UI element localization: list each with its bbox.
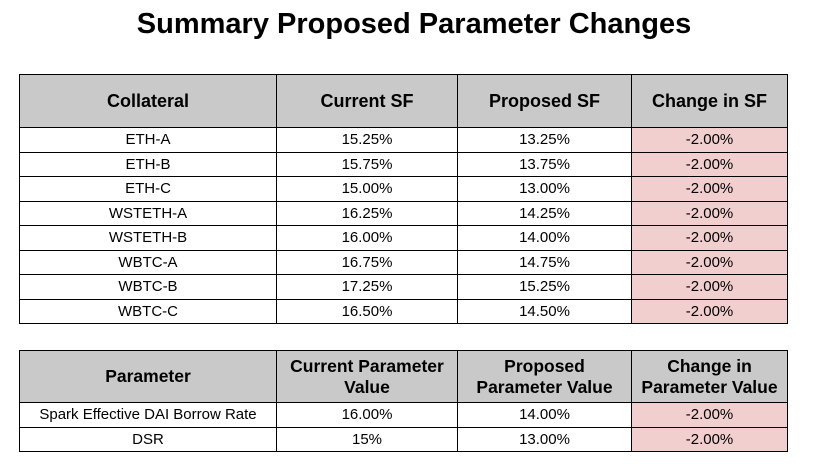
- parameter-table: Parameter Current Parameter Value Proposed…: [19, 350, 788, 452]
- header-cell: Current SF: [276, 74, 458, 128]
- cell: 15.25%: [276, 127, 458, 153]
- cell: 15.00%: [276, 176, 458, 202]
- cell: 14.25%: [457, 200, 632, 226]
- cell: 16.75%: [276, 249, 458, 275]
- cell: 14.00%: [457, 402, 632, 428]
- cell: 16.50%: [276, 298, 458, 324]
- cell: WBTC-C: [19, 298, 277, 324]
- cell: WBTC-A: [19, 249, 277, 275]
- cell: WSTETH-A: [19, 200, 277, 226]
- cell: -2.00%: [631, 402, 788, 428]
- cell: 15%: [276, 426, 458, 452]
- header-row: Collateral Current SF Proposed SF Change in…: [19, 74, 788, 128]
- cell: -2.00%: [631, 200, 788, 226]
- cell: Spark Effective DAI Borrow Rate: [19, 402, 277, 428]
- cell: 17.25%: [276, 274, 458, 300]
- cell: 16.25%: [276, 200, 458, 226]
- cell: WBTC-B: [19, 274, 277, 300]
- data-row: Spark Effective DAI Borrow Rate 16.00% 14.…: [19, 402, 788, 428]
- header-cell: Change in SF: [631, 74, 788, 128]
- cell: 14.50%: [457, 298, 632, 324]
- cell: -2.00%: [631, 249, 788, 275]
- header-cell: Collateral: [19, 74, 277, 128]
- data-row: ETH-B 15.75% 13.75% -2.00%: [19, 151, 788, 177]
- cell: 15.75%: [276, 151, 458, 177]
- cell: WSTETH-B: [19, 225, 277, 251]
- data-row: WSTETH-A 16.25% 14.25% -2.00%: [19, 200, 788, 226]
- cell: ETH-B: [19, 151, 277, 177]
- cell: 16.00%: [276, 402, 458, 428]
- data-row: WSTETH-B 16.00% 14.00% -2.00%: [19, 225, 788, 251]
- header-cell: Parameter: [19, 350, 277, 403]
- cell: 15.25%: [457, 274, 632, 300]
- cell: 13.00%: [457, 176, 632, 202]
- header-cell: Change in Parameter Value: [631, 350, 788, 403]
- cell: 13.00%: [457, 426, 632, 452]
- cell: 16.00%: [276, 225, 458, 251]
- cell: DSR: [19, 426, 277, 452]
- cell: 13.75%: [457, 151, 632, 177]
- header-cell: Proposed SF: [457, 74, 632, 128]
- cell: ETH-A: [19, 127, 277, 153]
- cell: -2.00%: [631, 127, 788, 153]
- cell: ETH-C: [19, 176, 277, 202]
- cell: -2.00%: [631, 225, 788, 251]
- title: Summary Proposed Parameter Changes: [136, 8, 692, 40]
- cell: -2.00%: [631, 151, 788, 177]
- cell: -2.00%: [631, 426, 788, 452]
- header-row: Parameter Current Parameter Value Proposed…: [19, 350, 788, 403]
- cell: -2.00%: [631, 274, 788, 300]
- cell: 14.75%: [457, 249, 632, 275]
- data-row: DSR 15% 13.00% -2.00%: [19, 426, 788, 452]
- data-row: WBTC-A 16.75% 14.75% -2.00%: [19, 249, 788, 275]
- cell: -2.00%: [631, 298, 788, 324]
- data-row: WBTC-B 17.25% 15.25% -2.00%: [19, 274, 788, 300]
- sf-table: Collateral Current SF Proposed SF Change in…: [19, 74, 788, 324]
- data-row: ETH-A 15.25% 13.25% -2.00%: [19, 127, 788, 153]
- header-cell: Proposed Parameter Value: [457, 350, 632, 403]
- data-row: ETH-C 15.00% 13.00% -2.00%: [19, 176, 788, 202]
- cell: -2.00%: [631, 176, 788, 202]
- data-row: WBTC-C 16.50% 14.50% -2.00%: [19, 298, 788, 324]
- cell: 14.00%: [457, 225, 632, 251]
- cell: 13.25%: [457, 127, 632, 153]
- header-cell: Current Parameter Value: [276, 350, 458, 403]
